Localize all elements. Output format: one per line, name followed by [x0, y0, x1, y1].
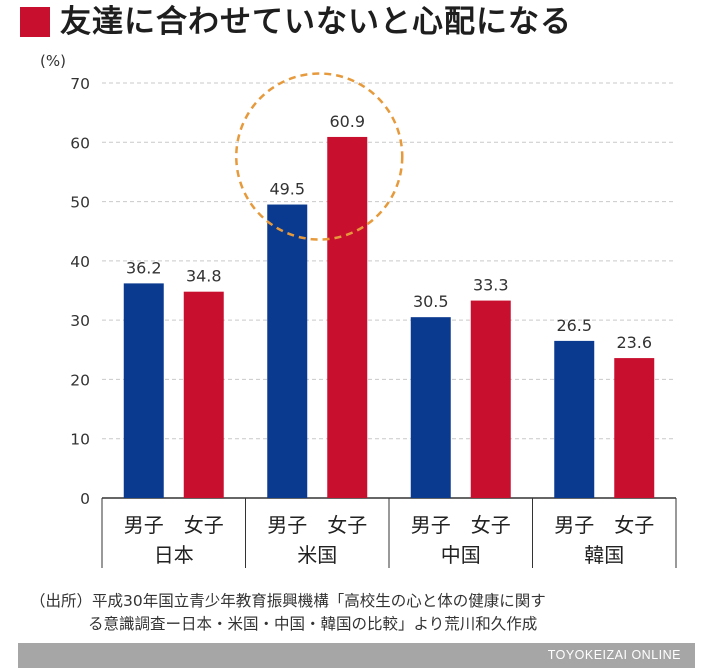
footer-credit: TOYOKEIZAI ONLINE — [547, 648, 681, 662]
bar-male-2 — [267, 204, 308, 499]
value-label: 23.6 — [616, 333, 652, 352]
chart-title: 友達に合わせていないと心配になる — [60, 4, 572, 40]
bar-gender-label: 女子 — [327, 513, 367, 537]
value-label: 26.5 — [556, 316, 592, 335]
value-label: 36.2 — [126, 258, 162, 277]
y-tick-label: 70 — [70, 75, 90, 93]
bar-gender-label: 男子 — [267, 513, 307, 537]
value-label: 60.9 — [329, 112, 365, 131]
bar-gender-label: 女子 — [471, 513, 511, 537]
bar-gender-label: 女子 — [614, 513, 654, 537]
value-label: 33.3 — [473, 276, 509, 295]
source-line-1: （出所）平成30年国立青少年教育振興機構「高校生の心と体の健康に関す — [30, 592, 546, 610]
category-label: 日本 — [154, 543, 194, 567]
bar-male-1 — [123, 283, 164, 498]
category-label: 米国 — [297, 543, 337, 567]
bar-female-1 — [183, 291, 224, 498]
source-line-2: る意識調査ー日本・米国・中国・韓国の比較」より荒川和久作成 — [88, 615, 538, 633]
y-tick-label: 50 — [70, 194, 90, 212]
y-tick-label: 40 — [70, 253, 90, 271]
y-tick-label: 20 — [70, 371, 90, 389]
category-label: 韓国 — [584, 543, 624, 567]
highlight-circle — [235, 72, 404, 241]
bar-male-3 — [410, 317, 451, 498]
title-marker-square — [20, 7, 50, 37]
y-tick-label: 0 — [80, 490, 90, 508]
y-axis-unit: (%) — [40, 52, 66, 70]
bar-male-4 — [554, 340, 595, 498]
footer-bar: TOYOKEIZAI ONLINE — [18, 643, 695, 668]
y-tick-label: 60 — [70, 134, 90, 152]
chart-title-block: 友達に合わせていないと心配になる — [0, 0, 715, 48]
category-label: 中国 — [441, 543, 481, 567]
value-label: 30.5 — [413, 292, 449, 311]
bar-gender-label: 男子 — [554, 513, 594, 537]
bars — [123, 136, 655, 499]
value-label: 49.5 — [269, 180, 305, 199]
y-tick-label: 30 — [70, 312, 90, 330]
bar-female-3 — [470, 300, 511, 498]
value-label: 34.8 — [186, 267, 222, 286]
bar-gender-label: 男子 — [124, 513, 164, 537]
source-note: （出所）平成30年国立青少年教育振興機構「高校生の心と体の健康に関す る意識調査… — [30, 590, 700, 636]
bar-gender-label: 男子 — [411, 513, 451, 537]
bar-female-2 — [327, 136, 368, 498]
bar-gender-label: 女子 — [184, 513, 224, 537]
y-tick-label: 10 — [70, 431, 90, 449]
bar-female-4 — [614, 358, 655, 498]
